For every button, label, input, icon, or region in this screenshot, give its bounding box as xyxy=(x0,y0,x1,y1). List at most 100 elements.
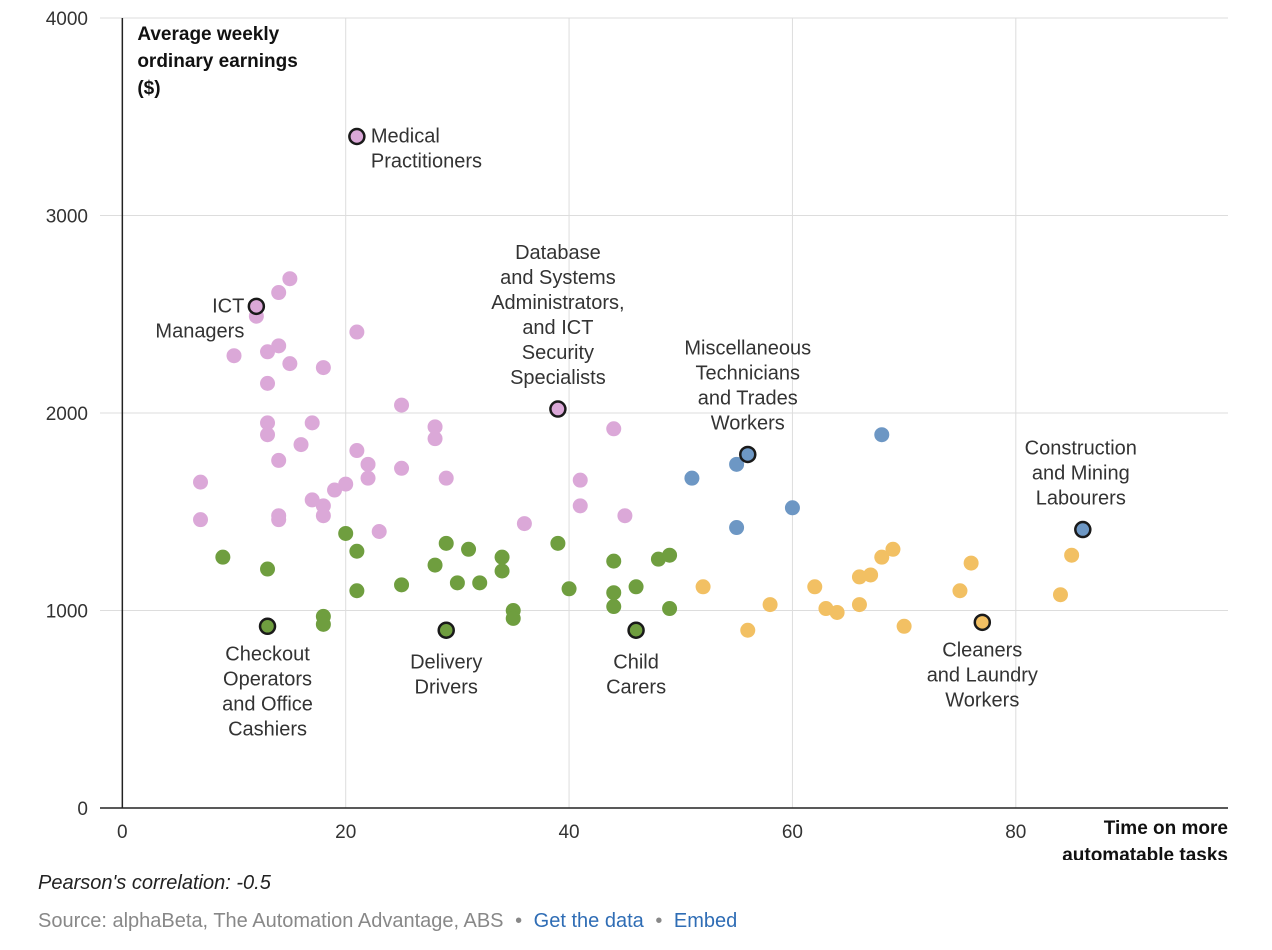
highlighted-point xyxy=(247,297,266,316)
highlighted-point xyxy=(1074,520,1092,539)
y-axis-title: Average weekly xyxy=(137,24,279,45)
point-label: and ICT xyxy=(522,317,593,339)
data-point xyxy=(226,348,242,364)
points-layer xyxy=(193,271,1080,638)
y-tick-label: 1000 xyxy=(46,602,88,623)
separator: • xyxy=(515,910,523,932)
data-point xyxy=(784,500,800,516)
point-label: Security xyxy=(522,342,594,364)
data-point xyxy=(260,427,276,443)
data-point xyxy=(349,543,365,559)
data-point xyxy=(874,549,890,565)
highlighted-point xyxy=(258,617,277,636)
data-point xyxy=(729,520,745,536)
point-label: ICT xyxy=(212,295,244,317)
source-line: Source: alphaBeta, The Automation Advant… xyxy=(38,910,737,933)
data-point xyxy=(427,419,443,435)
data-point xyxy=(829,604,845,620)
point-label: Operators xyxy=(223,668,312,690)
data-point xyxy=(449,575,465,591)
data-point xyxy=(1052,587,1068,603)
data-point xyxy=(874,427,890,443)
y-axis-title: ($) xyxy=(137,78,160,99)
data-point xyxy=(472,575,488,591)
data-point xyxy=(193,512,209,528)
data-point xyxy=(349,443,365,459)
data-point xyxy=(1064,547,1080,563)
data-point xyxy=(952,583,968,599)
data-point xyxy=(606,599,622,615)
x-tick-label: 80 xyxy=(1005,822,1026,843)
data-point xyxy=(271,452,287,468)
data-point xyxy=(427,557,443,573)
x-tick-label: 60 xyxy=(782,822,803,843)
highlighted-point xyxy=(348,127,366,146)
highlighted-point xyxy=(549,400,567,418)
y-tick-label: 4000 xyxy=(46,9,88,30)
point-label: and Mining xyxy=(1032,463,1130,485)
data-point xyxy=(617,508,633,524)
point-label: Checkout xyxy=(225,643,310,665)
data-point xyxy=(896,618,912,634)
data-point xyxy=(516,516,532,532)
highlight-layer xyxy=(247,127,1092,639)
data-point xyxy=(282,356,298,372)
axis-layer: 0 1000 2000 3000 4000 0 20 40 60 80 Average weekly… xyxy=(46,9,1228,860)
data-point xyxy=(740,622,756,638)
data-point xyxy=(260,561,276,577)
point-label: Cleaners xyxy=(942,639,1022,661)
data-point xyxy=(193,474,209,490)
data-point xyxy=(315,360,331,376)
data-point xyxy=(349,583,365,599)
embed-link[interactable]: Embed xyxy=(673,910,738,932)
data-point xyxy=(729,456,745,472)
data-point xyxy=(572,472,588,488)
point-label: Managers xyxy=(155,320,244,342)
point-label: Carers xyxy=(606,676,666,698)
data-point xyxy=(550,535,566,551)
data-point xyxy=(963,555,979,571)
x-tick-label: 40 xyxy=(558,822,579,843)
y-tick-label: 2000 xyxy=(46,404,88,425)
data-point xyxy=(461,541,477,557)
point-label: Administrators, xyxy=(491,292,624,314)
data-point xyxy=(282,271,298,287)
point-label: and Laundry xyxy=(927,664,1038,686)
x-tick-label: 0 xyxy=(117,822,128,843)
point-label: Construction xyxy=(1025,438,1137,460)
data-point xyxy=(394,577,410,593)
point-label: Delivery xyxy=(410,651,482,673)
point-label: Cashiers xyxy=(228,718,307,740)
point-label: Labourers xyxy=(1036,488,1126,510)
data-point xyxy=(260,344,276,360)
data-point xyxy=(394,397,410,413)
data-point xyxy=(695,579,711,595)
data-point xyxy=(304,415,320,431)
point-label: Practitioners xyxy=(371,151,482,173)
data-point xyxy=(349,324,365,340)
data-point xyxy=(606,553,622,569)
x-axis-title: automatable tasks xyxy=(1062,845,1228,860)
data-point xyxy=(606,585,622,601)
data-point xyxy=(271,512,287,528)
data-point xyxy=(851,569,867,585)
highlighted-point xyxy=(627,621,645,639)
data-point xyxy=(315,616,331,632)
point-label: Child xyxy=(613,651,659,673)
get-the-data-link[interactable]: Get the data xyxy=(533,910,644,932)
point-label: Technicians xyxy=(696,362,801,384)
point-label: and Office xyxy=(222,693,313,715)
data-point xyxy=(863,567,879,583)
data-point xyxy=(260,375,276,391)
data-point xyxy=(327,482,343,498)
data-point xyxy=(260,415,276,431)
data-point xyxy=(762,597,778,613)
y-tick-label: 0 xyxy=(77,799,88,820)
point-label: Specialists xyxy=(510,367,606,389)
highlighted-point xyxy=(973,613,992,632)
x-axis-title: Time on more xyxy=(1104,818,1228,839)
data-point xyxy=(572,498,588,514)
x-tick-label: 20 xyxy=(335,822,356,843)
data-point xyxy=(561,581,577,597)
y-tick-label: 3000 xyxy=(46,207,88,228)
